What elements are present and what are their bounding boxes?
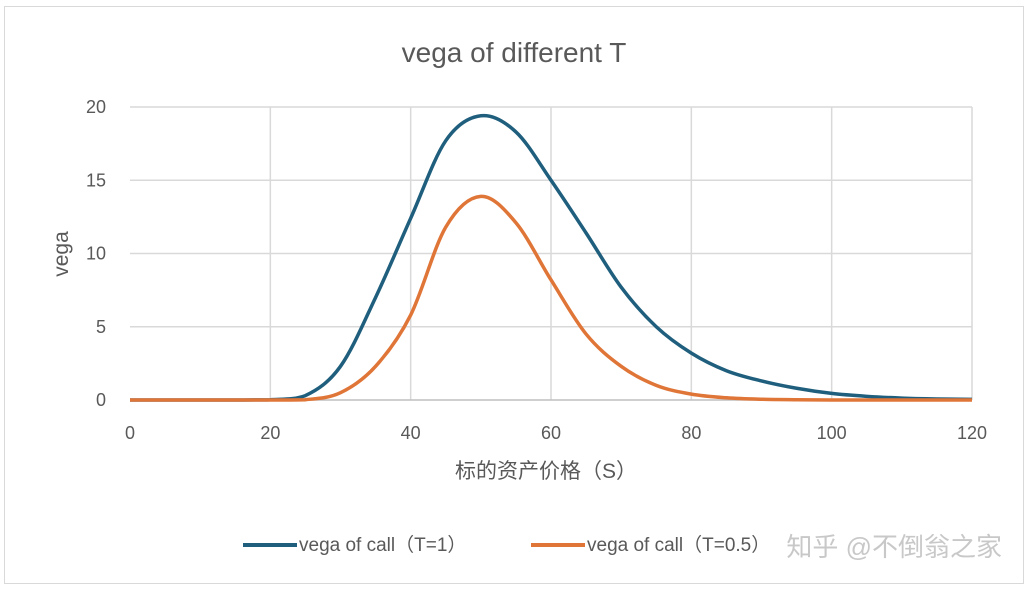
chart-frame bbox=[4, 6, 1024, 584]
series-lines bbox=[130, 113, 973, 402]
y-tick-label: 20 bbox=[86, 97, 106, 117]
y-tick-label: 5 bbox=[96, 317, 106, 337]
chart-title: vega of different T bbox=[402, 37, 627, 68]
series-line-1 bbox=[130, 194, 972, 402]
watermark: 知乎 @不倒翁之家 bbox=[786, 532, 1002, 562]
x-tick-label: 120 bbox=[957, 423, 987, 443]
legend-label-1: vega of call（T=0.5） bbox=[587, 534, 770, 556]
gridlines bbox=[130, 106, 973, 401]
legend: vega of call（T=1） vega of call（T=0.5） bbox=[243, 534, 770, 556]
x-tick-label: 0 bbox=[125, 423, 135, 443]
y-tick-label: 10 bbox=[86, 244, 106, 264]
y-tick-label: 15 bbox=[86, 170, 106, 190]
x-axis-label: 标的资产价格（S） bbox=[455, 460, 637, 483]
x-tick-label: 80 bbox=[681, 423, 701, 443]
tick-labels: 0 20 40 60 80 100 120 0 5 10 15 20 bbox=[86, 97, 987, 443]
x-tick-label: 100 bbox=[817, 423, 847, 443]
y-tick-label: 0 bbox=[96, 390, 106, 410]
x-tick-label: 60 bbox=[541, 423, 561, 443]
legend-label-0: vega of call（T=1） bbox=[299, 534, 466, 556]
x-tick-label: 20 bbox=[260, 423, 280, 443]
y-axis-label: vega bbox=[50, 231, 73, 277]
x-tick-label: 40 bbox=[401, 423, 421, 443]
